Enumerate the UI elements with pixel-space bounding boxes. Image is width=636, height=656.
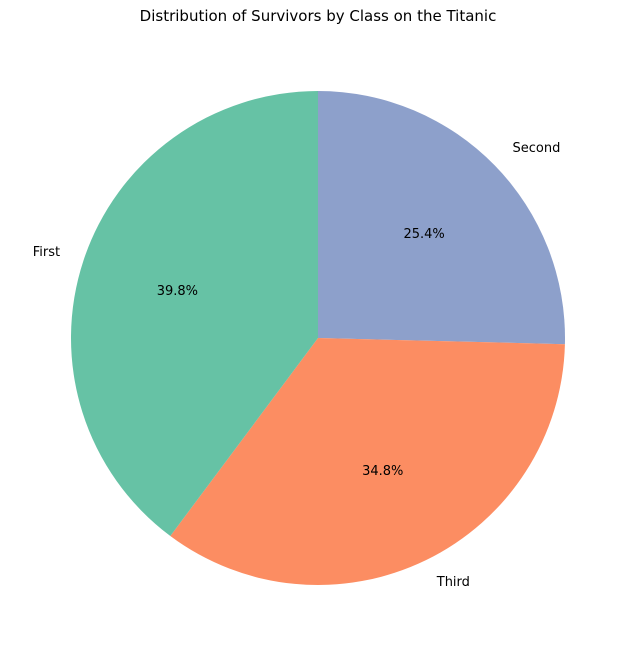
- pie-category-label-second: Second: [513, 141, 561, 156]
- pie-pct-label-first: 39.8%: [157, 284, 198, 299]
- pie-pct-label-second: 25.4%: [403, 227, 444, 242]
- chart-title: Distribution of Survivors by Class on th…: [139, 7, 497, 25]
- pie-category-label-third: Third: [436, 575, 470, 590]
- pie-slice-third: [170, 338, 565, 586]
- pie-pct-label-third: 34.8%: [362, 464, 403, 479]
- pie-category-label-first: First: [33, 245, 60, 260]
- pie-slice-second: [318, 91, 565, 345]
- pie-slice-first: [70, 91, 318, 536]
